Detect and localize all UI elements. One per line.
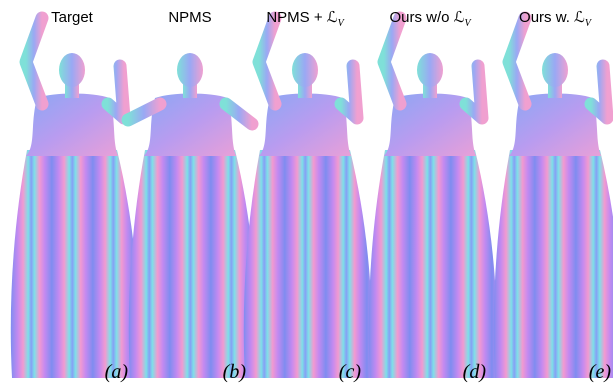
render-c xyxy=(244,18,372,378)
render-a xyxy=(11,18,139,378)
panel-title: NPMS xyxy=(168,9,211,26)
panel-label: (a) xyxy=(105,361,129,383)
panel-title: Ours w. ℒV xyxy=(519,9,593,29)
title-text: NPMS xyxy=(168,9,211,26)
panel-label: (c) xyxy=(339,361,362,383)
render-e xyxy=(494,18,613,378)
panel-label: (d) xyxy=(463,361,487,383)
title-subscript: V xyxy=(585,18,593,29)
title-text: Ours w/o ℒ xyxy=(389,9,464,26)
title-text: Target xyxy=(51,9,94,26)
panel-label: (e) xyxy=(589,361,612,383)
render-d xyxy=(369,18,497,378)
panel-label: (b) xyxy=(223,361,247,383)
figure: Target(a)NPMS(b)NPMS + ℒV(c)Ours w/o ℒV(… xyxy=(0,0,613,385)
render-b xyxy=(128,53,257,378)
title-text: Ours w. ℒ xyxy=(519,9,585,26)
title-subscript: V xyxy=(464,18,472,29)
title-subscript: V xyxy=(338,18,346,29)
title-text: NPMS + ℒ xyxy=(266,9,337,26)
panel-title: Target xyxy=(51,9,94,26)
